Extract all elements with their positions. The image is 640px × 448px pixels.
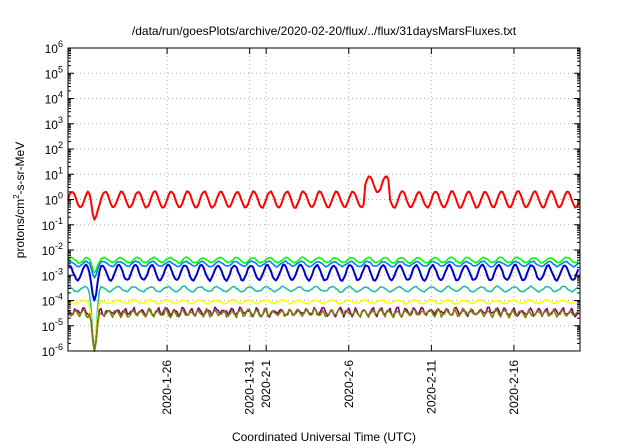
x-tick-label: 2020-2-11: [424, 360, 438, 414]
series-line: [67, 298, 579, 352]
series-line: [67, 260, 579, 279]
y-tick-label: 10-1: [42, 216, 63, 233]
y-tick-label: 103: [45, 115, 63, 132]
x-tick-label: 2020-2-16: [507, 360, 521, 415]
y-tick-label: 10-3: [42, 266, 63, 283]
x-tick-label: 2020-1-26: [160, 360, 174, 415]
y-tick-exponent: 3: [58, 115, 63, 125]
x-tick-label: 2020-2-1: [259, 360, 273, 408]
y-tick-label: 10-6: [42, 342, 63, 359]
y-tick-base: 10: [45, 42, 59, 56]
y-tick-base: 10: [42, 219, 56, 233]
y-tick-label: 10-4: [42, 292, 63, 309]
x-axis-ticks: 2020-1-26 2020-1-31 2020-2-1 2020-2-6 2020-2…: [160, 48, 521, 415]
series-line: [67, 175, 580, 221]
y-tick-exponent: 6: [58, 39, 63, 49]
y-tick-label: 10-5: [42, 317, 63, 334]
series-line: [67, 306, 580, 352]
y-tick-exponent: 4: [58, 90, 63, 100]
y-tick-base: 10: [45, 93, 59, 107]
y-tick-exponent: -1: [55, 216, 63, 226]
y-axis-label-prefix: protons/cm: [13, 199, 27, 258]
y-tick-base: 10: [45, 168, 59, 182]
series-line: [67, 285, 579, 352]
y-tick-label: 10-2: [42, 241, 63, 258]
y-tick-label: 101: [45, 165, 63, 182]
y-axis-label-suffix: -s-sr-MeV: [13, 142, 27, 195]
y-tick-base: 10: [45, 143, 59, 157]
y-tick-exponent: 0: [58, 191, 63, 201]
x-axis-label: Coordinated Universal Time (UTC): [232, 430, 416, 444]
y-tick-exponent: -4: [55, 292, 63, 302]
series-line: [67, 307, 579, 352]
series-line: [67, 263, 580, 302]
y-tick-label: 106: [45, 39, 63, 56]
series-line: [67, 256, 579, 274]
y-tick-exponent: 5: [58, 64, 63, 74]
y-tick-label: 100: [45, 191, 63, 208]
y-tick-base: 10: [42, 320, 56, 334]
y-tick-base: 10: [42, 269, 56, 283]
y-tick-label: 105: [45, 64, 63, 81]
y-axis-label-sup: 2: [12, 194, 21, 199]
y-tick-base: 10: [42, 345, 56, 359]
y-tick-base: 10: [45, 67, 59, 81]
y-tick-base: 10: [45, 194, 59, 208]
y-axis-label: protons/cm2-s-sr-MeV: [12, 142, 27, 258]
y-tick-exponent: -2: [55, 241, 63, 251]
y-tick-exponent: -6: [55, 342, 63, 352]
y-tick-exponent: -3: [55, 266, 63, 276]
series-layer: [67, 175, 580, 352]
y-tick-base: 10: [45, 118, 59, 132]
y-tick-exponent: -5: [55, 317, 63, 327]
y-tick-label: 104: [45, 90, 63, 107]
y-tick-base: 10: [42, 244, 56, 258]
x-tick-label: 2020-1-31: [243, 360, 257, 415]
y-tick-base: 10: [42, 295, 56, 309]
y-tick-label: 102: [45, 140, 63, 157]
chart-title: /data/run/goesPlots/archive/2020-02-20/f…: [132, 24, 517, 38]
y-tick-exponent: 2: [58, 140, 63, 150]
y-tick-exponent: 1: [58, 165, 63, 175]
x-tick-label: 2020-2-6: [342, 360, 356, 408]
y-axis-ticks: 10-610-510-410-310-210-11001011021031041…: [42, 39, 580, 359]
